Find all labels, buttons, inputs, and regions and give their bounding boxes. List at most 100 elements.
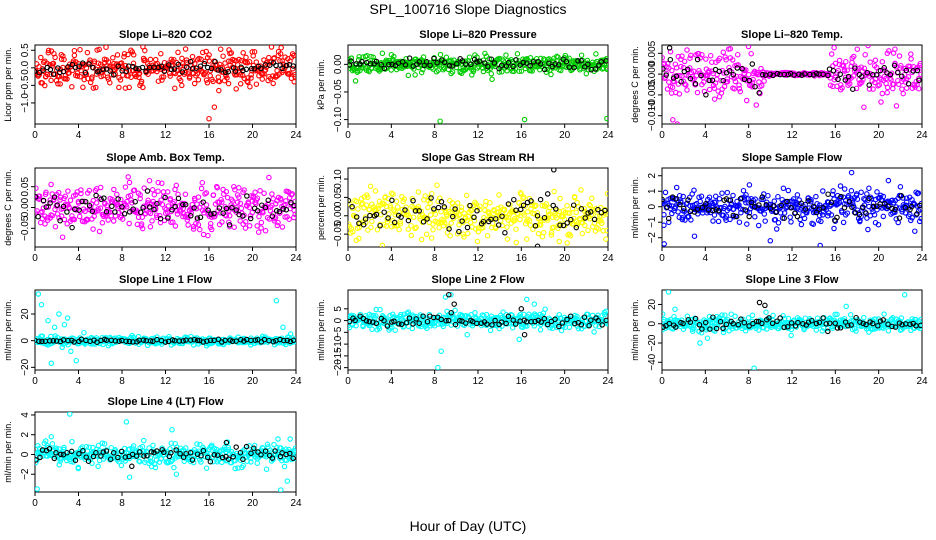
data-point [147,56,154,63]
data-point [676,91,683,97]
data-point [95,442,102,449]
data-point [832,320,838,327]
data-point [160,189,167,195]
data-point [258,219,265,226]
data-point [872,79,878,86]
data-point [846,198,853,205]
y-tick-label: −0.005 [647,79,658,110]
data-point [456,228,462,235]
data-point [848,322,854,328]
data-point [49,441,56,447]
data-point [154,200,160,207]
data-point [48,77,54,84]
data-point [694,89,701,96]
data-point [903,199,910,205]
data-point [905,74,912,80]
data-point [35,194,39,200]
data-point [390,191,396,197]
points-group [662,169,922,247]
data-point [95,463,101,470]
data-point [697,340,703,346]
data-point [518,68,525,74]
data-point [898,315,905,321]
data-point [405,72,412,79]
data-point [135,214,142,221]
data-point [265,197,271,204]
data-point [415,189,422,195]
data-point [387,203,393,209]
data-point [449,200,456,206]
data-point [592,66,599,72]
data-point [710,314,716,320]
data-point [379,242,386,247]
data-point [749,84,756,90]
x-tick-label: 0 [659,253,665,264]
data-point [887,71,894,78]
data-point [203,77,210,83]
data-point [876,82,883,88]
data-point [759,71,766,78]
data-point [673,195,679,202]
data-point [720,49,727,56]
data-point [229,204,235,211]
data-point [403,320,410,326]
data-point [56,462,62,468]
data-point [476,206,483,213]
data-point [813,320,820,327]
data-point [711,96,718,102]
data-point [720,325,726,332]
data-point [96,46,102,53]
data-point [406,55,413,61]
data-point [116,84,122,91]
data-point [142,47,148,54]
data-point [221,444,228,451]
data-point [463,61,469,68]
data-point [448,220,454,226]
data-point [722,312,728,318]
data-point [896,53,903,59]
data-point [885,177,892,184]
data-point [840,219,847,226]
data-point [114,191,120,198]
data-point [155,179,161,186]
data-point [76,63,82,70]
data-point [80,447,86,454]
data-point [167,195,174,202]
data-point [348,65,352,72]
data-point [362,216,369,222]
points-group [662,45,922,124]
data-point [821,325,827,331]
data-point [767,238,774,244]
data-point [767,71,773,78]
data-point [133,65,139,72]
data-point [694,56,701,63]
data-point [57,81,63,87]
data-point [604,190,608,197]
data-point [766,317,773,324]
data-point [248,65,255,72]
data-point [748,50,754,57]
data-point [872,57,879,64]
data-point [828,212,835,218]
data-point [151,461,158,467]
data-point [190,459,197,466]
data-point [409,325,416,332]
data-point [532,203,538,210]
data-point [275,436,281,442]
data-point [487,327,494,334]
data-point [391,318,397,325]
data-point [533,202,539,209]
data-point [243,54,249,61]
data-point [825,191,831,197]
data-point [706,194,713,200]
data-point [871,212,878,218]
data-point [858,189,864,196]
data-point [245,75,251,81]
data-point [505,201,512,207]
data-point [696,322,703,328]
data-point [137,458,143,465]
data-point [197,226,203,233]
y-tick-label: −0.05 [20,215,31,241]
data-point [852,63,858,69]
data-point [753,318,760,325]
